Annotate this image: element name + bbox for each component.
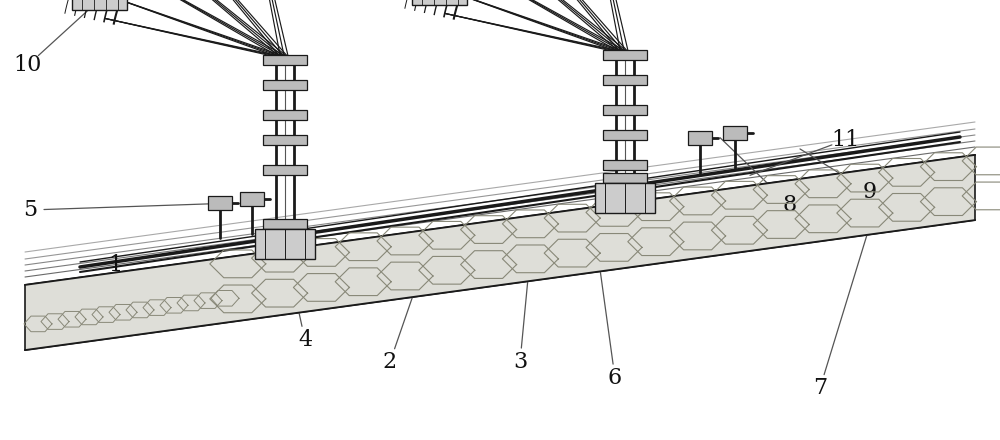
Polygon shape (25, 155, 975, 350)
Bar (603, 105, 647, 115)
Bar (595, 183, 655, 213)
Text: 3: 3 (513, 351, 527, 373)
Text: 1: 1 (108, 254, 122, 276)
Text: 7: 7 (813, 377, 827, 399)
Bar (603, 50, 647, 60)
Text: 2: 2 (383, 351, 397, 373)
Bar (688, 131, 712, 145)
Bar (603, 75, 647, 85)
Bar (255, 229, 315, 260)
Bar (263, 55, 307, 65)
Text: 8: 8 (783, 194, 797, 216)
Bar (263, 220, 307, 229)
Bar (208, 196, 232, 210)
Text: 5: 5 (23, 199, 37, 221)
Bar (263, 165, 307, 175)
Bar (723, 126, 747, 140)
Bar (412, 0, 467, 5)
Bar (72, 0, 127, 10)
Bar (603, 130, 647, 140)
Text: 9: 9 (863, 181, 877, 203)
Bar (603, 173, 647, 183)
Bar (263, 229, 307, 239)
Bar (603, 183, 647, 193)
Bar (263, 80, 307, 90)
Bar (603, 160, 647, 170)
Text: 11: 11 (831, 129, 859, 151)
Text: 10: 10 (14, 54, 42, 76)
Bar (263, 135, 307, 145)
Text: 6: 6 (608, 367, 622, 389)
Bar (240, 192, 264, 206)
Text: 4: 4 (298, 329, 312, 351)
Bar (263, 110, 307, 120)
